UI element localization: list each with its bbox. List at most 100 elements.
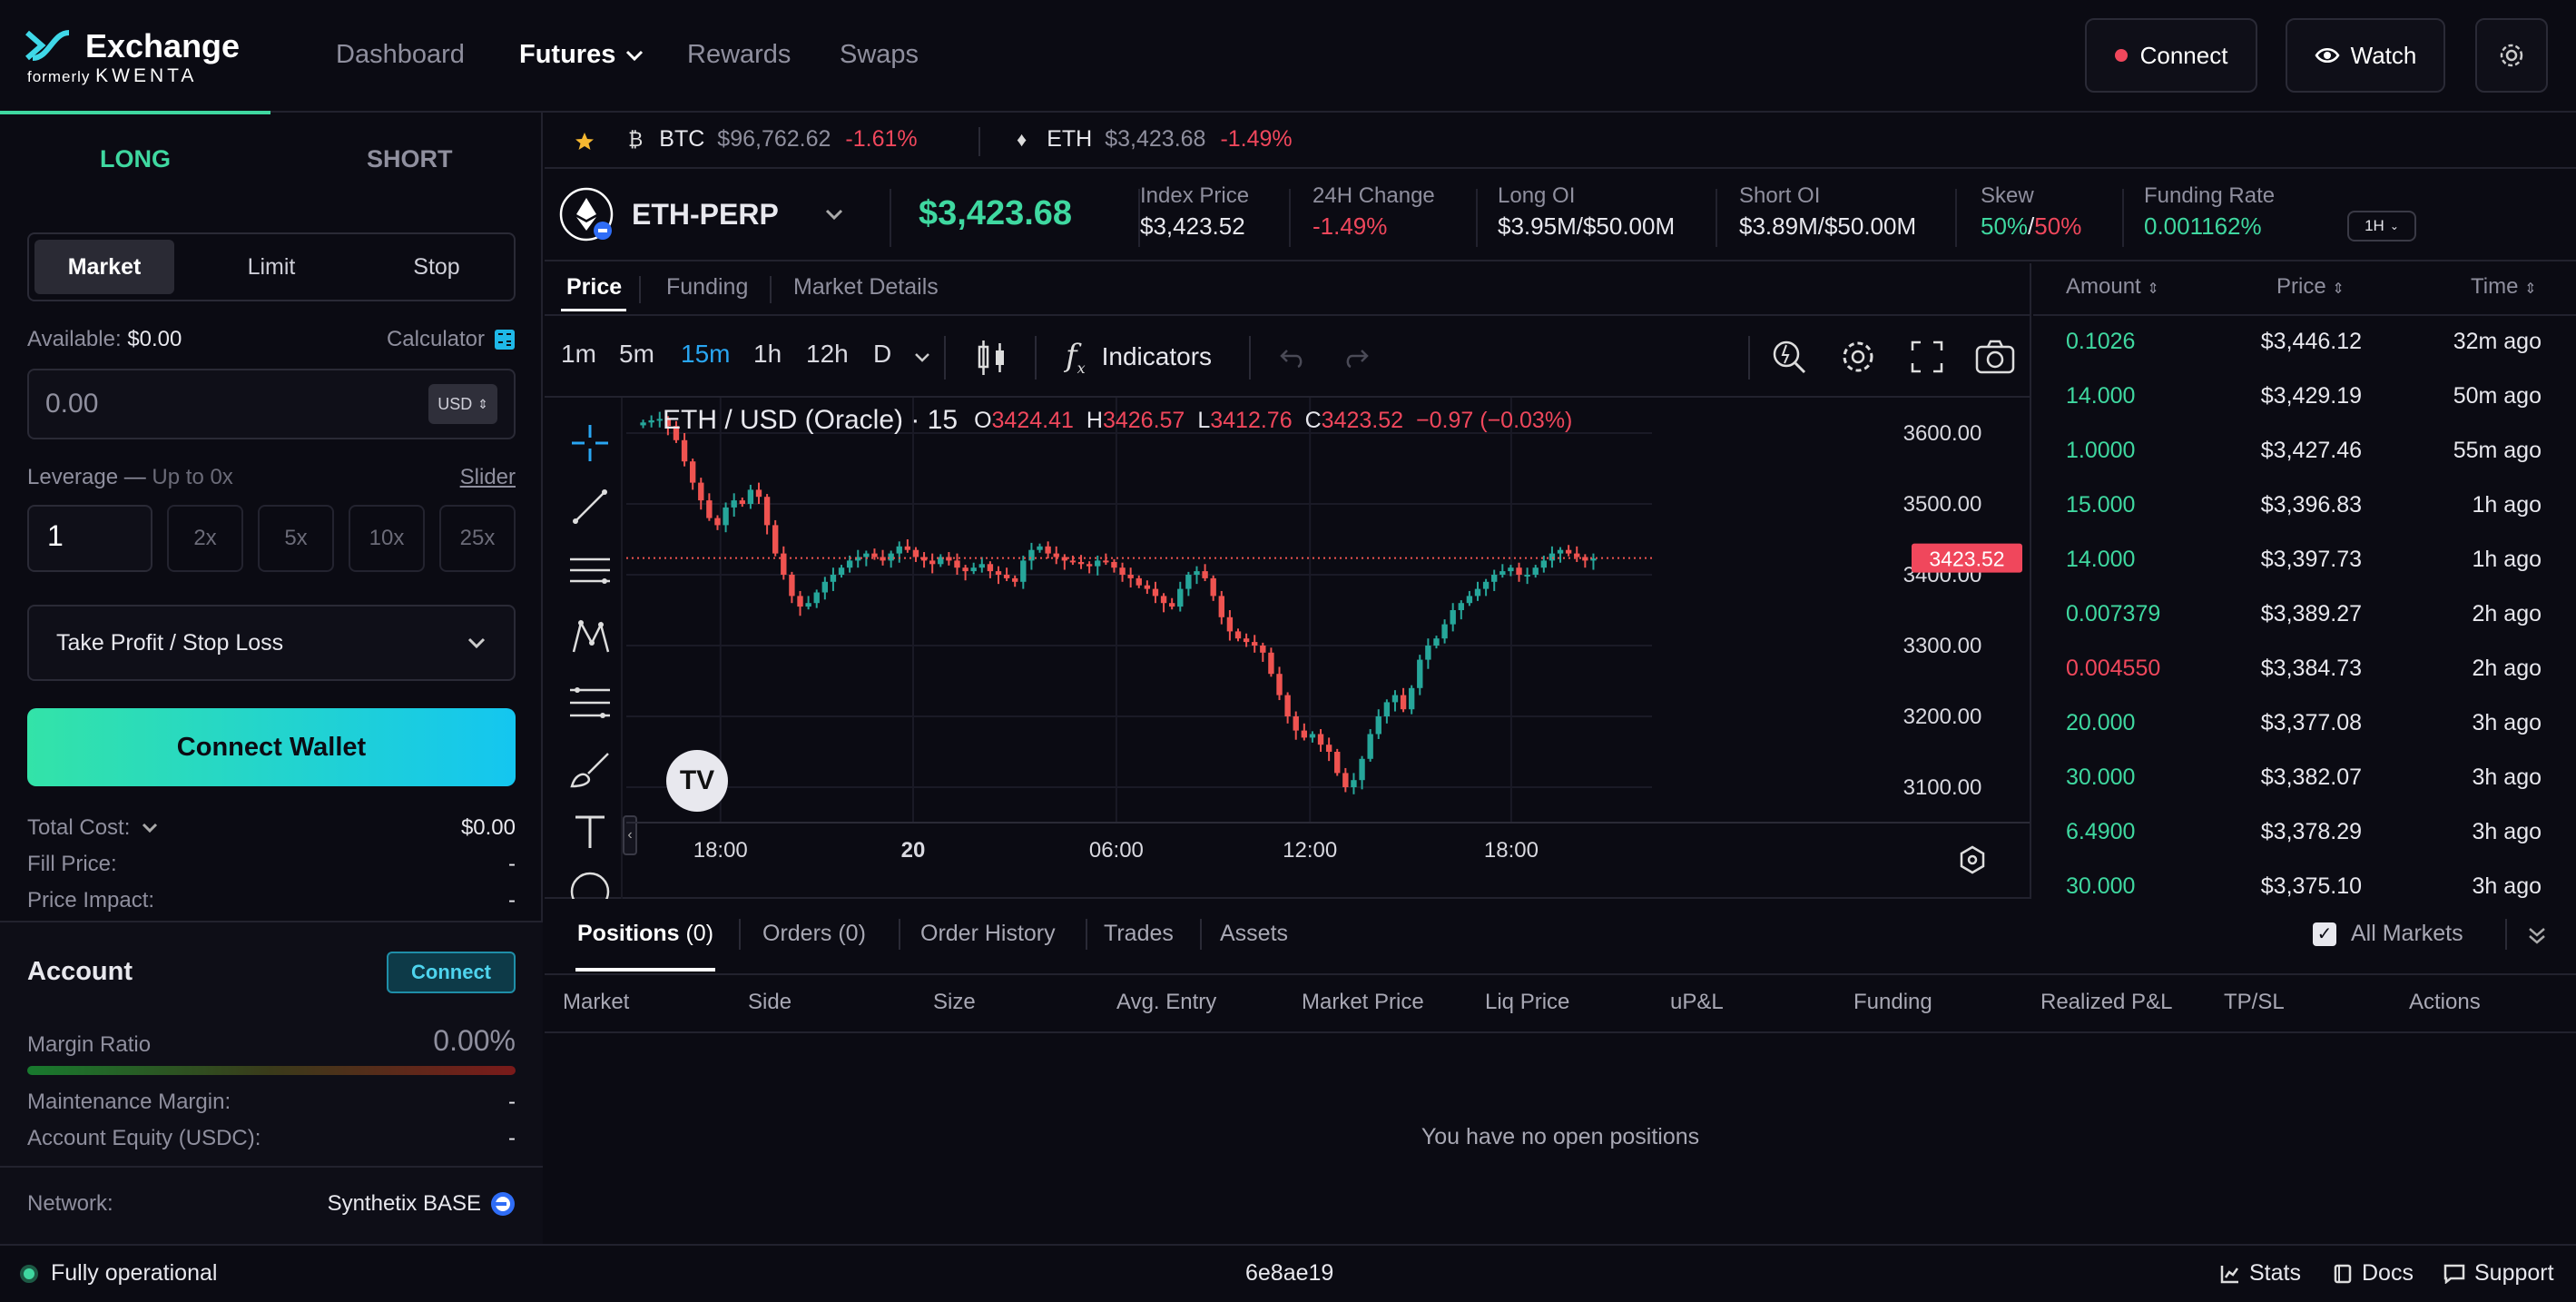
trendline-icon[interactable] [568,485,612,528]
connect-button[interactable]: Connect [2085,18,2257,93]
leverage-preset-5x[interactable]: 5x [258,505,334,572]
tab-short[interactable]: SHORT [367,145,453,173]
nav-rewards[interactable]: Rewards [687,40,791,69]
divider [899,919,900,950]
toolbar-collapse-button[interactable]: ‹ [623,815,637,855]
brush-icon[interactable] [568,746,612,790]
chevron-down-icon: ⌄ [2389,220,2399,232]
timeframe-d[interactable]: D [873,340,892,368]
auto-scale-icon[interactable] [1957,844,1988,875]
trade-amount: 14.000 [2066,547,2136,572]
chevron-down-icon[interactable] [141,823,159,833]
leverage-preset-25x[interactable]: 25x [439,505,516,572]
order-type-stop[interactable]: Stop [413,253,460,280]
tpsl-dropdown[interactable]: Take Profit / Stop Loss [27,605,516,681]
exchange-logo-icon[interactable] [25,29,71,62]
candle-body [1061,557,1068,561]
leverage-preset-2x[interactable]: 2x [167,505,243,572]
candle-body [789,575,795,597]
timeframe-12h[interactable]: 12h [806,340,849,368]
crosshair-icon[interactable] [568,421,612,465]
candle-body [896,546,902,554]
trade-price: $3,396.83 [2260,492,2362,518]
sort-icon: ⇕ [2524,281,2537,297]
connect-wallet-button[interactable]: Connect Wallet [27,708,516,786]
star-icon[interactable] [574,131,595,153]
timeframe-1m[interactable]: 1m [561,340,596,368]
trade-row: 0.004550 $3,384.73 2h ago [2033,643,2576,697]
undo-icon[interactable] [1278,347,1305,370]
price-chart[interactable]: 18:00 20 06:00 12:00 18:003600.003500.003400… [626,398,2030,897]
margin-ratio-label: Margin Ratio [27,1032,152,1057]
trade-row: 14.000 $3,397.73 1h ago [2033,534,2576,588]
leverage-preset-10x[interactable]: 10x [349,505,425,572]
candle-body [1226,616,1234,632]
ticker-eth[interactable]: ♦ ETH $3,423.68 -1.49% [1017,126,1293,153]
trade-price: $3,429.19 [2260,383,2362,409]
account-connect-button[interactable]: Connect [387,952,516,993]
emoji-icon[interactable] [568,870,612,899]
support-link[interactable]: Support [2443,1260,2554,1287]
tab-price[interactable]: Price [566,274,623,300]
eye-icon [2315,48,2340,63]
candle-body [681,439,688,462]
amount-input[interactable]: 0.00 USD ⇕ [27,369,516,439]
timeframe-5m[interactable]: 5m [619,340,654,368]
calculator-link[interactable]: Calculator [387,327,516,352]
quick-search-icon[interactable] [1770,338,1808,376]
fib-icon[interactable] [568,681,612,725]
total-cost-value: $0.00 [460,815,516,840]
redo-icon[interactable] [1343,347,1371,370]
indicators-label: Indicators [1101,342,1213,371]
gear-icon[interactable] [1839,338,1877,376]
funding-period-selector[interactable]: 1H ⌄ [2347,211,2416,242]
all-markets-toggle[interactable]: ✓ All Markets [2313,921,2463,947]
tab-trades[interactable]: Trades [1104,921,1174,946]
tab-long[interactable]: LONG [100,145,171,173]
text-tool-icon[interactable] [568,810,612,853]
tab-market-details[interactable]: Market Details [793,274,939,300]
timeframe-15m[interactable]: 15m [681,340,731,368]
nav-futures[interactable]: Futures [519,40,644,70]
tab-order-history[interactable]: Order History [920,921,1056,946]
camera-icon[interactable] [1975,340,2015,374]
logo-text[interactable]: Exchange [85,27,241,64]
nav-dashboard[interactable]: Dashboard [336,40,465,69]
watch-button[interactable]: Watch [2286,18,2445,93]
slider-link[interactable]: Slider [459,465,516,489]
leverage-input[interactable]: 1 [27,505,152,572]
trade-amount: 30.000 [2066,873,2136,899]
account-equity-row: Account Equity (USDC): - [27,1126,516,1151]
docs-link[interactable]: Docs [2333,1260,2414,1287]
trades-header-amount[interactable]: Amount ⇕ [2066,274,2159,300]
indicators-button[interactable]: fx Indicators [1066,338,1212,377]
order-type-market[interactable]: Market [34,240,174,294]
tab-assets[interactable]: Assets [1220,921,1289,946]
candle-body [920,557,928,561]
pattern-icon[interactable] [568,616,612,659]
ticker-btc[interactable]: ₿ BTC $96,762.62 -1.61% [628,126,918,153]
ohlc-c-label: C [1304,407,1322,433]
base-network-icon [491,1192,515,1216]
nav-swaps[interactable]: Swaps [840,40,919,69]
tab-funding[interactable]: Funding [666,274,749,300]
horizontal-lines-icon[interactable] [568,550,612,594]
order-type-limit[interactable]: Limit [247,253,296,280]
stats-link[interactable]: Stats [2220,1260,2301,1287]
market-selector[interactable]: ETH-PERP [559,187,844,242]
candle-body [1293,716,1299,731]
candlestick-icon[interactable] [977,338,1008,378]
settings-button[interactable] [2475,18,2548,93]
trades-header-time[interactable]: Time ⇕ [2471,274,2537,300]
chevron-down-icon[interactable] [913,352,931,363]
status-indicator[interactable]: Fully operational [20,1260,217,1287]
currency-selector[interactable]: USD ⇕ [428,384,497,424]
double-chevron-down-icon[interactable] [2525,924,2549,948]
tab-orders[interactable]: Orders (0) [762,921,866,947]
timeframe-1h[interactable]: 1h [753,340,782,368]
fullscreen-icon[interactable] [1910,340,1944,374]
trades-header-price[interactable]: Price ⇕ [2276,274,2345,300]
x-tick-label: 06:00 [1089,838,1144,863]
tab-positions[interactable]: Positions (0) [577,921,713,947]
tradingview-logo-icon[interactable]: TV [666,750,728,812]
